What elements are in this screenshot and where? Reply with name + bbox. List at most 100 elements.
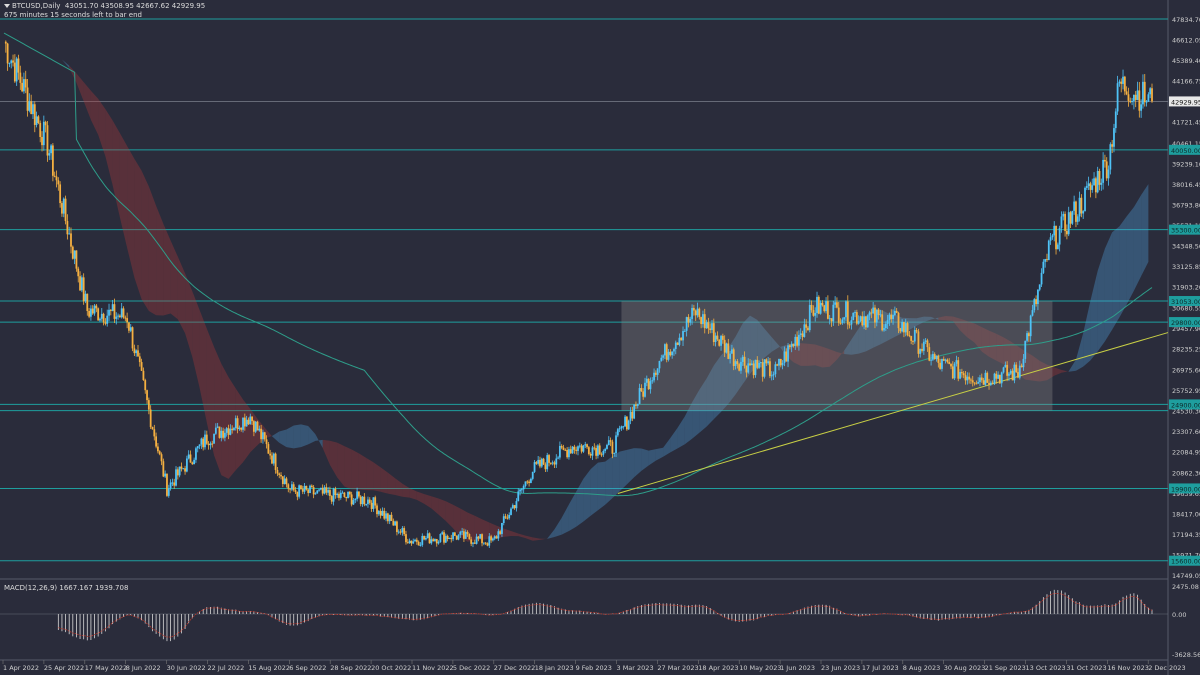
candle-body: [42, 121, 45, 146]
date-tick-label: 8 Aug 2023: [903, 664, 941, 672]
cloud-segment: [576, 478, 584, 527]
candle-body: [600, 454, 603, 456]
candle-body: [960, 372, 963, 374]
date-tick-label: 11 Nov 2022: [412, 664, 454, 672]
price-tick-label: 30680.55: [1172, 304, 1200, 312]
candle-body: [821, 302, 824, 306]
price-tick-label: 20862.30: [1172, 469, 1200, 477]
candle-body: [495, 536, 498, 539]
candle-body: [937, 355, 940, 363]
candle-body: [1009, 370, 1012, 374]
candle-body: [392, 520, 395, 526]
candle-body: [971, 380, 974, 383]
candle-body: [933, 354, 936, 360]
candle-body: [1006, 364, 1009, 376]
candle-body: [1136, 90, 1139, 100]
candle-body: [21, 82, 24, 92]
date-tick-label: 8 Jun 2022: [126, 664, 161, 672]
candle-body: [318, 489, 320, 491]
candle-body: [350, 494, 353, 505]
cloud-segment: [98, 98, 106, 157]
candle-body: [906, 323, 909, 336]
cloud-segment: [329, 440, 338, 478]
candle-body: [289, 488, 291, 490]
candle-body: [591, 447, 594, 456]
level-price-tag: [1169, 296, 1200, 307]
candle-body: [575, 449, 578, 451]
candle-body: [1018, 365, 1021, 378]
candle-body: [267, 444, 270, 454]
cloud-segment: [83, 82, 91, 120]
cloud-segment: [1119, 216, 1127, 318]
cloud-segment: [663, 437, 671, 457]
candle-body: [155, 436, 158, 447]
candle-body: [560, 445, 563, 448]
cloud-segment: [750, 315, 758, 374]
candle-body: [930, 359, 932, 361]
candle-body: [633, 404, 636, 419]
candle-body: [312, 487, 315, 495]
price-tick-label: 33125.85: [1172, 263, 1200, 271]
candle-body: [836, 302, 838, 308]
candle-body: [1071, 210, 1074, 224]
candle-body: [178, 466, 181, 476]
candle-body: [1085, 186, 1088, 188]
candle-body: [1008, 373, 1010, 376]
candle-body: [727, 343, 730, 359]
cloud-segment: [163, 223, 171, 316]
candle-body: [673, 348, 675, 352]
date-tick-label: 27 Mar 2023: [657, 664, 698, 672]
candle-body: [850, 320, 853, 325]
candle-body: [108, 309, 110, 316]
candle-body: [653, 372, 655, 381]
candle-body: [358, 491, 360, 497]
date-tick-label: 31 Oct 2023: [1066, 664, 1106, 672]
candle-body: [115, 316, 118, 319]
candle-body: [1094, 178, 1097, 193]
candle-body: [607, 440, 610, 446]
candle-body: [99, 318, 101, 321]
candle-body: [865, 316, 867, 328]
candle-body: [732, 349, 735, 366]
candle-body: [645, 378, 648, 383]
date-tick-label: 1 Apr 2022: [3, 664, 39, 672]
candle-body: [571, 446, 574, 454]
cloud-segment: [1090, 270, 1098, 361]
candle-body: [251, 416, 253, 422]
candle-body: [1093, 178, 1095, 186]
candle-body: [1147, 94, 1150, 102]
candle-body: [406, 542, 409, 544]
candle-body: [1125, 91, 1128, 95]
candle-body: [709, 328, 712, 330]
candle-body: [473, 542, 476, 544]
candle-body: [1143, 81, 1146, 103]
candle-body: [229, 428, 232, 435]
candle-body: [35, 116, 38, 125]
candle-body: [604, 448, 607, 452]
cloud-segment: [489, 522, 497, 539]
date-tick-label: 18 Jan 2023: [535, 664, 574, 672]
candle-body: [296, 491, 299, 497]
cloud-segment: [590, 462, 598, 516]
cloud-segment: [648, 449, 656, 466]
candle-body: [53, 175, 56, 177]
macd-axis-label: -3628.56: [1172, 651, 1200, 659]
candle-body: [385, 513, 387, 519]
chevron-down-icon[interactable]: [4, 4, 10, 8]
candle-body: [998, 374, 1001, 384]
candle-body: [1058, 227, 1061, 245]
price-axis[interactable]: 47834.70 46612.05 45389.40 44166.75 42929.95…: [1169, 16, 1200, 580]
candle-body: [365, 504, 368, 506]
cloud-segment: [148, 186, 157, 316]
support-trendline: [617, 332, 1169, 494]
candle-body: [979, 377, 981, 383]
candle-body: [712, 323, 715, 343]
level-price-label: 19900.00: [1171, 485, 1200, 493]
candle-body: [1044, 259, 1047, 262]
cloud-segment: [1054, 367, 1062, 376]
candle-body: [511, 505, 514, 509]
candle-body: [138, 356, 141, 363]
candle-body: [834, 302, 837, 305]
cloud-segment: [960, 318, 968, 338]
